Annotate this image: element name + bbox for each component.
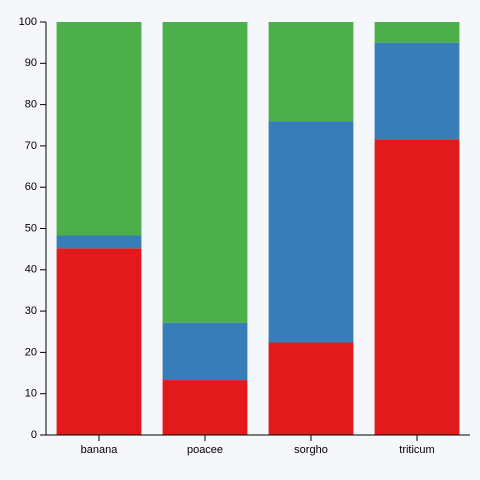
bar-segment-triticum-series-3 xyxy=(374,22,460,43)
x-tick-label-sorgho: sorgho xyxy=(294,444,328,456)
y-axis: 0 10 20 30 40 50 60 70 80 90 100 xyxy=(19,16,47,441)
bar-segment-triticum-series-1 xyxy=(374,139,460,436)
x-axis: banana poacee sorgho triticum xyxy=(46,434,470,456)
bar-segment-poacee-series-2 xyxy=(162,322,248,381)
bars-group xyxy=(56,22,460,436)
x-tick-label-poacee: poacee xyxy=(187,444,223,456)
x-tick-label-banana: banana xyxy=(81,444,119,456)
bar-segment-banana-series-1 xyxy=(56,248,142,435)
bar-segment-poacee-series-3 xyxy=(162,22,248,323)
y-tick-label-20: 20 xyxy=(25,346,37,358)
x-tick-label-triticum: triticum xyxy=(399,444,434,456)
y-tick-label-80: 80 xyxy=(25,99,37,111)
y-tick-label-50: 50 xyxy=(25,222,37,234)
y-tick-label-10: 10 xyxy=(25,388,37,400)
bar-segment-banana-series-2 xyxy=(56,235,142,249)
bar-segment-poacee-series-1 xyxy=(162,380,248,435)
y-tick-label-70: 70 xyxy=(25,140,37,152)
bar-segment-sorgho-series-2 xyxy=(268,121,354,343)
y-tick-label-0: 0 xyxy=(31,429,37,441)
bar-segment-sorgho-series-1 xyxy=(268,342,354,435)
y-tick-label-90: 90 xyxy=(25,57,37,69)
y-tick-label-40: 40 xyxy=(25,264,37,276)
y-tick-label-30: 30 xyxy=(25,305,37,317)
bar-segment-banana-series-3 xyxy=(56,22,142,236)
y-tick-label-100: 100 xyxy=(19,16,37,28)
bar-segment-triticum-series-2 xyxy=(374,42,460,140)
bar-segment-sorgho-series-3 xyxy=(268,22,354,122)
y-tick-label-60: 60 xyxy=(25,181,37,193)
